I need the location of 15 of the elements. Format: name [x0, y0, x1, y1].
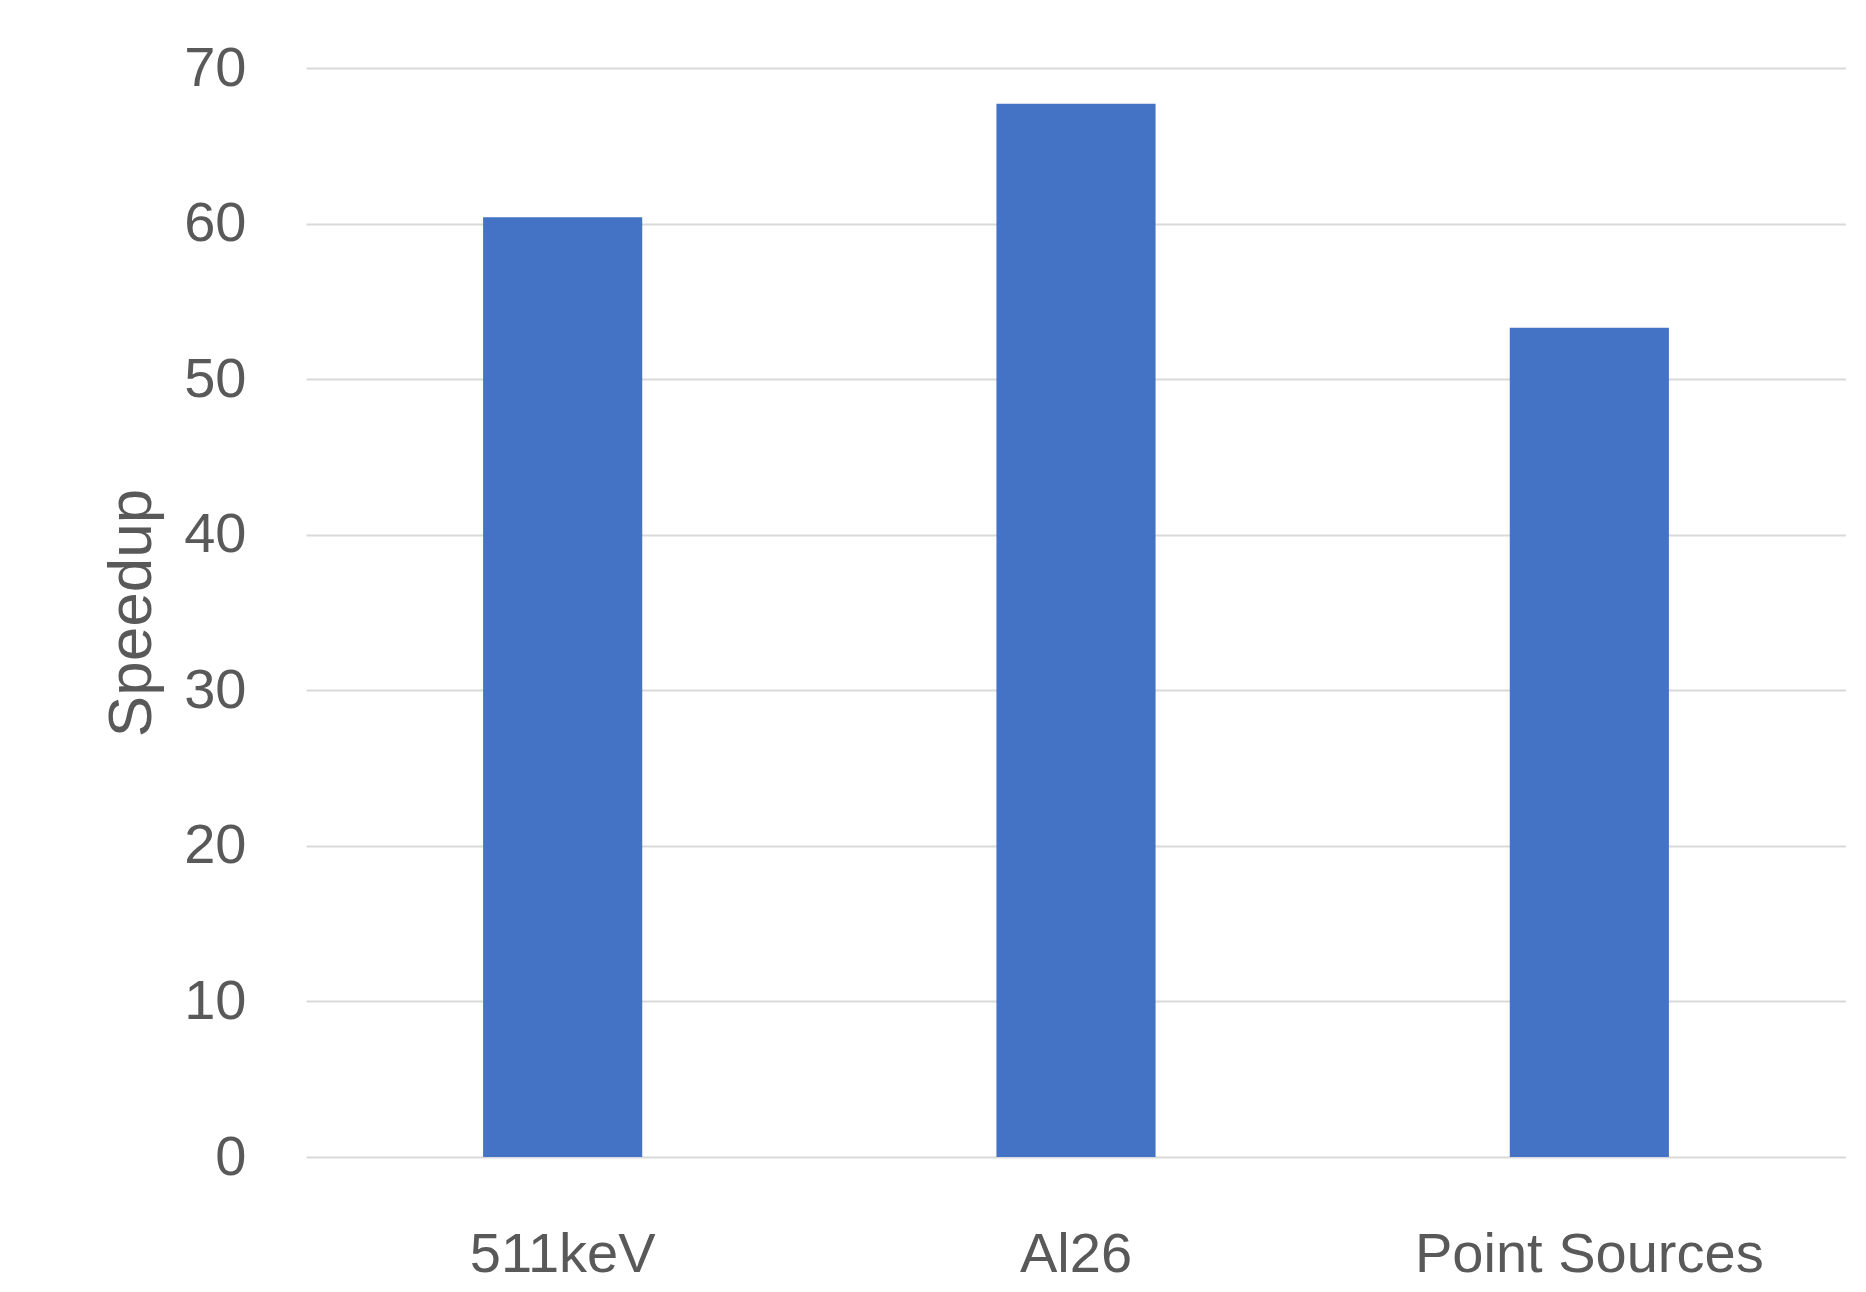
y-tick-label: 40 — [184, 501, 247, 565]
y-tick-label: 50 — [184, 345, 247, 409]
x-tick-label: Point Sources — [1415, 1220, 1764, 1284]
y-tick-label: 30 — [184, 656, 247, 720]
bar — [1509, 327, 1669, 1157]
y-tick-label: 70 — [184, 34, 247, 98]
y-tick-label: 10 — [184, 967, 247, 1031]
y-tick-label: 20 — [184, 812, 247, 876]
x-tick-label: 511keV — [469, 1220, 657, 1284]
x-tick-label: Al26 — [1019, 1220, 1133, 1284]
bar — [483, 217, 643, 1157]
bar — [996, 103, 1156, 1157]
y-axis-title: Speedup — [95, 488, 165, 738]
y-tick-label: 0 — [215, 1123, 247, 1187]
y-tick-label: 60 — [184, 190, 247, 254]
